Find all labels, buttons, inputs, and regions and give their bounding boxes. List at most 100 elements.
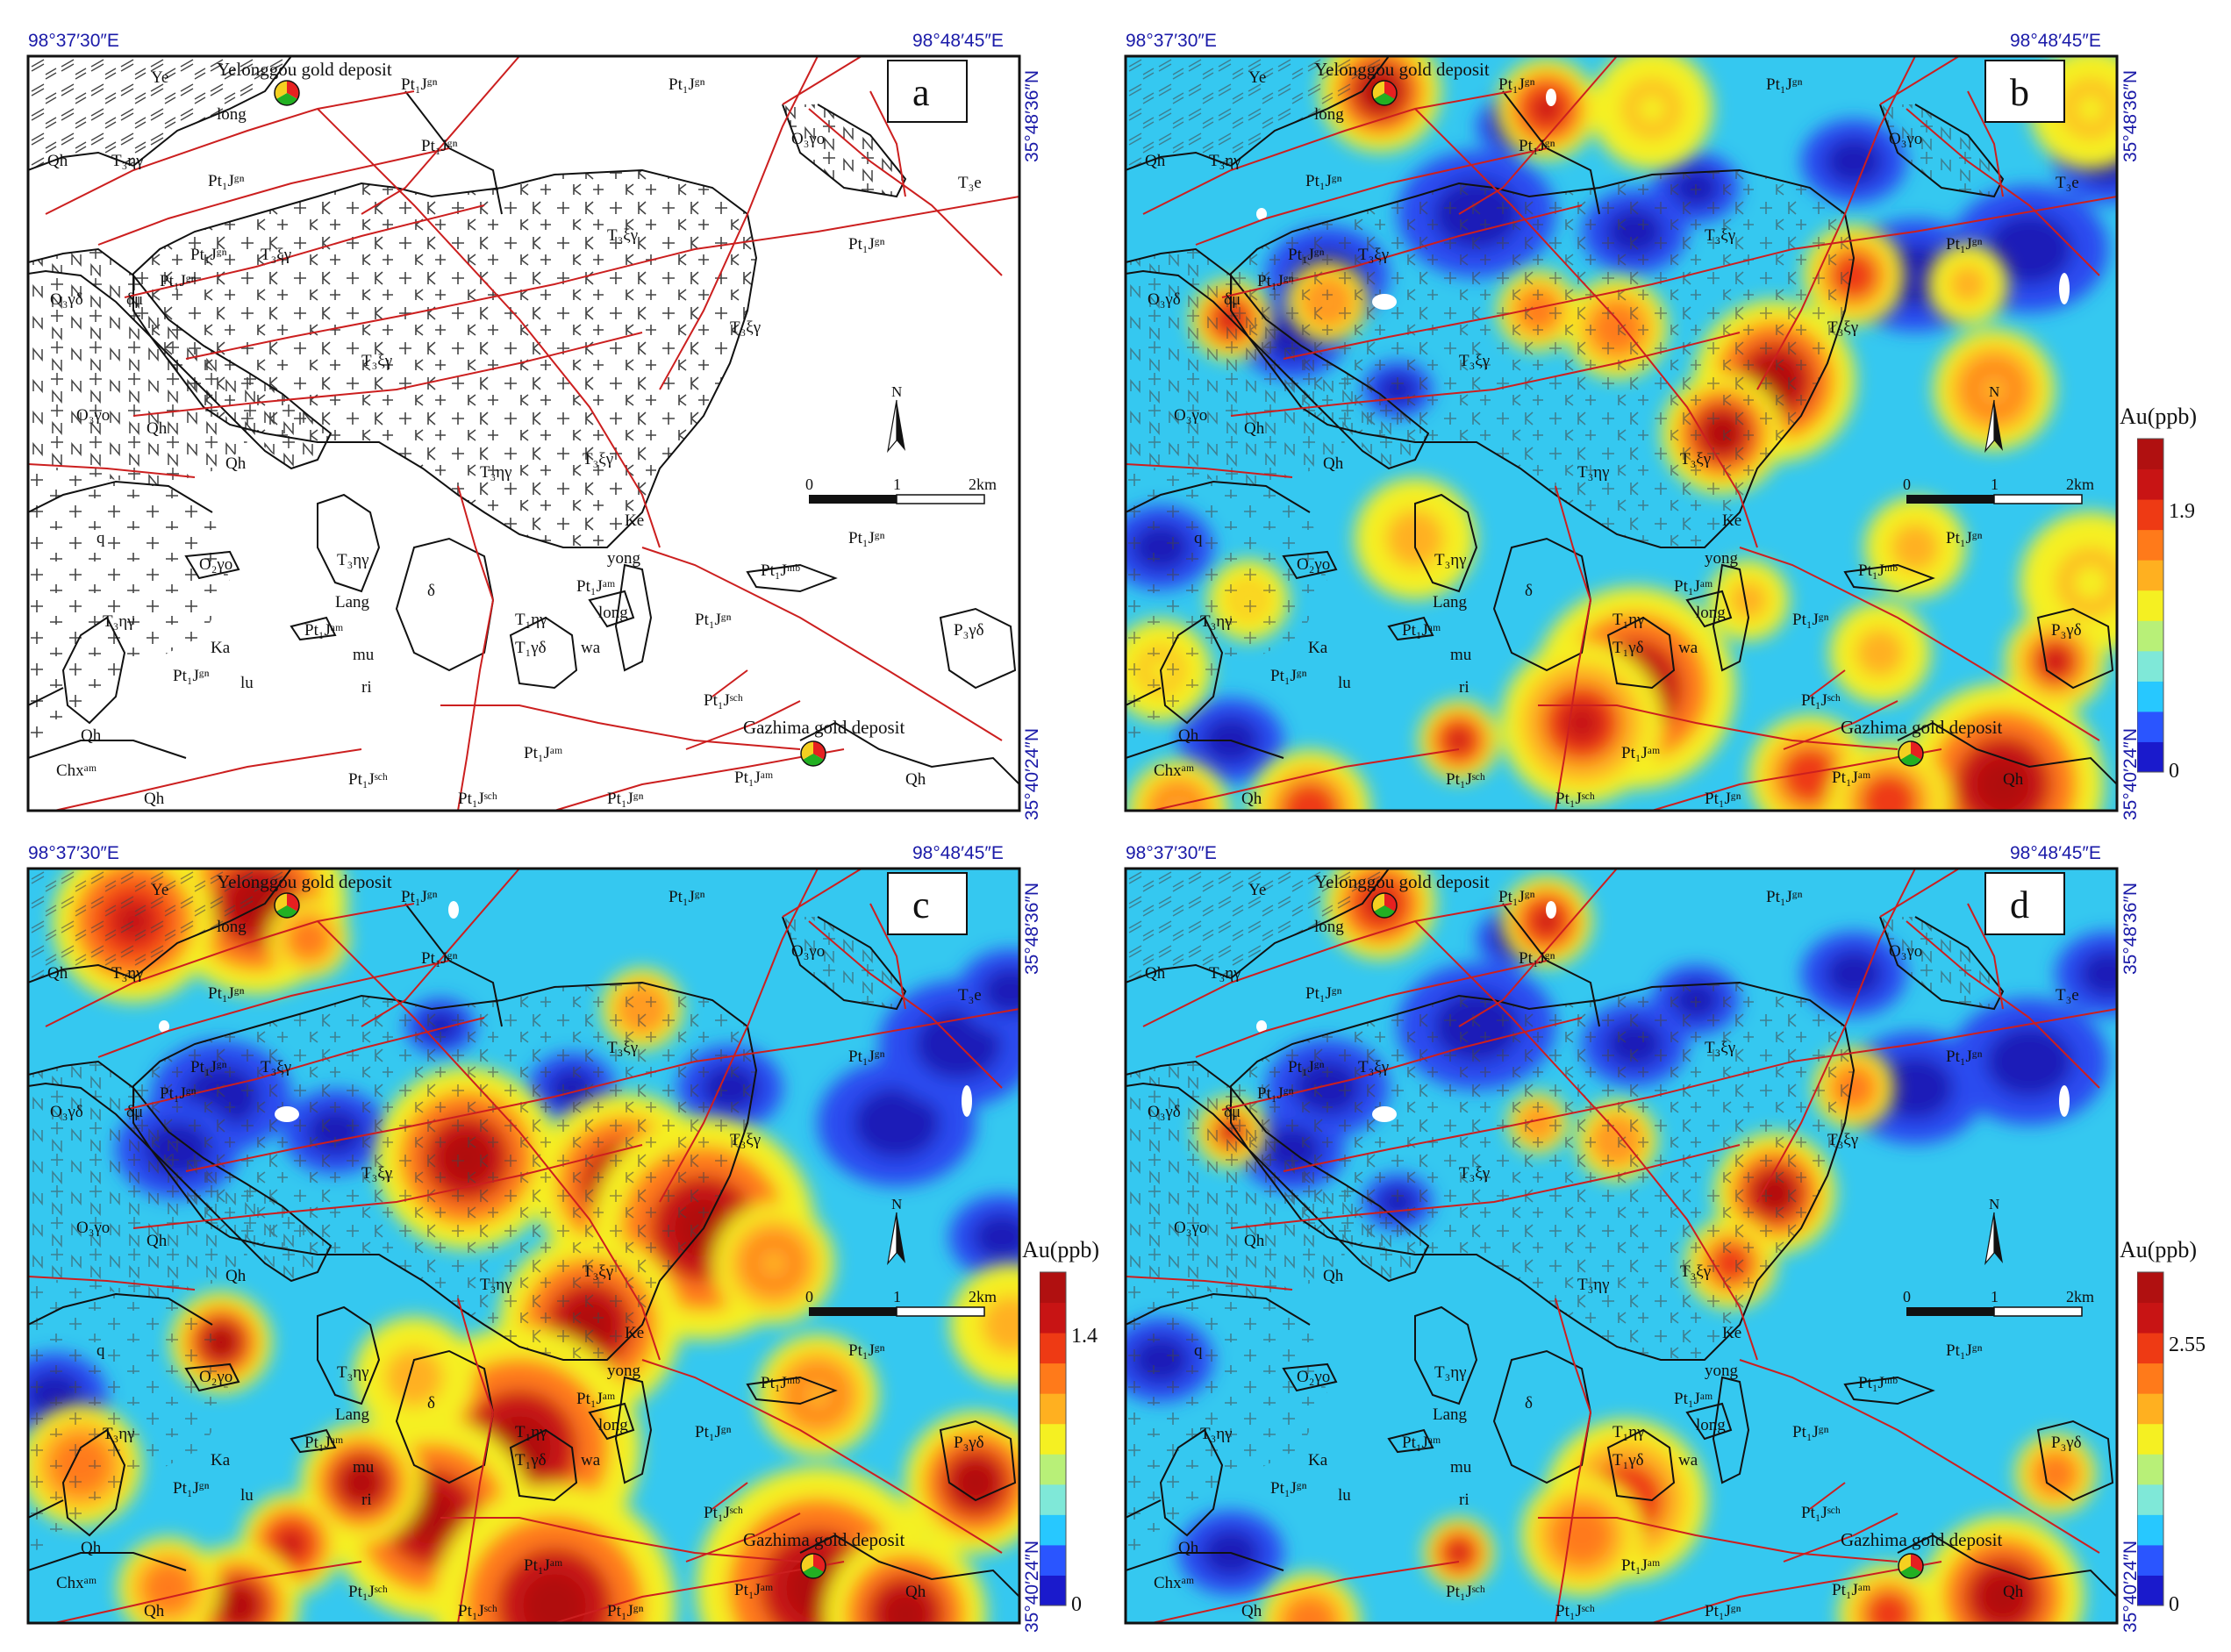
map-d-lines-fault-6	[1458, 869, 1618, 1027]
map-c-lines-contact-6	[28, 1292, 213, 1326]
coord-right-top-b: 35°48′36″N	[2120, 69, 2141, 162]
map-d-lines-contact-18	[1897, 1534, 2117, 1598]
map-c-heat-core-14	[223, 1590, 254, 1621]
map-label-54: Pt₁Jᵍⁿ	[1705, 790, 1741, 808]
map-label-55: Pt₁Jᵃᵐ	[1832, 769, 1870, 787]
map-label-8: Pt₁Jᵍⁿ	[190, 1058, 227, 1076]
map-c-lines-contact-1	[132, 869, 292, 979]
map-b-heat-core-25	[1902, 534, 1928, 561]
panel-letter-d-box	[1984, 872, 2065, 935]
map-b-lines-fault-13	[1151, 748, 1460, 811]
map-d-deposit-gazhima: Gazhima gold deposit	[1841, 1529, 2002, 1579]
map-a-lines-contact-0	[28, 151, 134, 171]
map-c-lines-contact-7	[28, 1552, 187, 1571]
colorbar-step-5	[1040, 1423, 1066, 1455]
map-label-12: O₃γο	[1889, 130, 1922, 148]
map-b-patterns-k-granite-pattern	[1231, 170, 1854, 547]
map-c-patterns-k-granite-pattern	[133, 983, 756, 1360]
map-c-deposit-yelonggou-label: Yelonggou gold deposit	[217, 871, 392, 892]
map-c-lines-fault-18	[869, 903, 906, 1010]
map-label-15: T₃ξγ	[1705, 1039, 1735, 1057]
map-label-45: lu	[1338, 674, 1351, 692]
map-label-40: T₃ηγ	[1200, 1425, 1233, 1443]
map-b-patterns-plus-pattern	[1126, 468, 1327, 740]
map-label-9: Pt₁Jᵍⁿ	[160, 272, 197, 290]
colorbar-step-9	[2137, 1302, 2163, 1334]
map-b-lines-contact-9	[1414, 493, 1478, 593]
map-a-lines-contact-12	[614, 563, 653, 672]
map-label-9: Pt₁Jᵍⁿ	[1257, 272, 1294, 290]
scale-bar-black	[1906, 495, 1994, 504]
map-label-29: O₂γο	[1297, 1368, 1330, 1386]
map-label-47: Pt₁Jˢᶜʰ	[1801, 691, 1841, 710]
map-label-32: Lang	[335, 1405, 370, 1424]
north-arrow-icon	[897, 400, 905, 451]
map-label-29: O₂γο	[199, 555, 232, 574]
map-b-heat-core-3	[1978, 374, 2010, 405]
colorbar-border	[2137, 438, 2164, 773]
map-d-white-spot-1	[2059, 1085, 2070, 1117]
map-label-50: Qh	[144, 1602, 165, 1620]
map-label-1: long	[1314, 918, 1344, 936]
map-d-patterns-plus-pattern	[1126, 1281, 1327, 1553]
map-label-1: long	[1314, 105, 1344, 124]
map-b-lines-fault-0	[1142, 90, 1512, 215]
map-label-43: mu	[353, 646, 375, 664]
map-d-lines-fault-3	[1283, 1008, 2117, 1172]
map-a-lines-fault-8	[808, 108, 1003, 276]
map-label-46: ri	[1459, 678, 1469, 697]
map-label-8: Pt₁Jᵍⁿ	[1288, 1058, 1325, 1076]
map-label-19: O₃γδ	[50, 1103, 83, 1121]
map-a-lines-fault-1	[97, 147, 450, 246]
scale-bar-label-1: 1	[1991, 476, 1999, 493]
scale-bar-label-2: 2km	[2066, 1288, 2094, 1305]
map-label-43: mu	[1450, 646, 1472, 664]
map-label-38: wa	[581, 639, 601, 657]
map-c-lines-contact-12	[614, 1376, 653, 1484]
map-label-46: ri	[361, 1491, 372, 1509]
map-a-deposit-yelonggou-label: Yelonggou gold deposit	[217, 59, 392, 80]
colorbar-step-7	[2137, 1362, 2163, 1394]
map-label-35: Pt₁Jᵍⁿ	[695, 611, 732, 629]
map-d-frame	[1124, 867, 2119, 1625]
colorbar-min-c: 0	[1071, 1593, 1082, 1616]
map-label-3: T₃ηγ	[1209, 964, 1241, 983]
map-b-lines-contact-18	[1897, 721, 2117, 785]
map-c-lines-fault-9	[782, 869, 862, 918]
map-d-lines-contact-15	[1843, 1376, 1935, 1405]
map-c-lines-contact-17	[290, 1428, 337, 1454]
map-a-lines-contact-5	[404, 90, 503, 215]
colorbar-max-d: 2.55	[2169, 1334, 2206, 1356]
map-label-33: Pt₁Jᵃᵐ	[1674, 1390, 1713, 1408]
map-d-svg: Ye long Qh T₃ηγ Pt₁Jᵍⁿ Pt₁Jᵍⁿ Pt₁Jᵍⁿ Pt₁Jᵍⁿ Pt₁J…	[1124, 867, 2119, 1625]
map-c-lines-fault-2	[124, 1017, 485, 1111]
map-label-54: Pt₁Jᵍⁿ	[1705, 1602, 1741, 1620]
map-label-10: Pt₁Jᵍⁿ	[1946, 1048, 1983, 1066]
map-d-heat-core-14	[1297, 1610, 1323, 1623]
map-d-lines-fault-5	[1414, 920, 1758, 1361]
map-c-lines-fault-10	[641, 1359, 1003, 1554]
map-c-white-spot-3	[159, 1020, 169, 1033]
map-b-heat-core-15	[1867, 640, 1893, 666]
map-a-lines-fault-12	[440, 704, 801, 750]
colorbar-step-0	[2137, 1575, 2163, 1606]
map-label-37: T₁γδ	[515, 1451, 547, 1470]
map-label-31: δ	[427, 582, 435, 600]
map-label-16: T₃ξγ	[730, 1131, 761, 1149]
map-b-lines-contact-10	[1492, 537, 1592, 672]
map-label-55: Pt₁Jᵃᵐ	[734, 769, 773, 787]
scale-bar-black	[809, 495, 897, 504]
map-label-3: T₃ηγ	[1209, 152, 1241, 170]
map-label-14: T₃ξγ	[1358, 1058, 1389, 1076]
map-label-27: Pt₁Jᵐᵇ	[761, 1374, 800, 1392]
scale-bar-label-0: 0	[805, 476, 813, 493]
map-label-42: Pt₁Jᵃᵐ	[304, 1434, 343, 1452]
map-d-deposit-yelonggou: Yelonggou gold deposit	[1314, 871, 1490, 919]
map-label-37: T₁γδ	[515, 639, 547, 657]
map-b-frame	[1124, 54, 2119, 812]
map-label-54: Pt₁Jᵍⁿ	[607, 790, 644, 808]
map-label-5: Pt₁Jᵍⁿ	[401, 888, 438, 906]
scale-bar-label-2: 2km	[969, 1288, 997, 1305]
colorbar-step-7	[1040, 1362, 1066, 1394]
map-b-deposit-gazhima: Gazhima gold deposit	[1841, 717, 2002, 767]
